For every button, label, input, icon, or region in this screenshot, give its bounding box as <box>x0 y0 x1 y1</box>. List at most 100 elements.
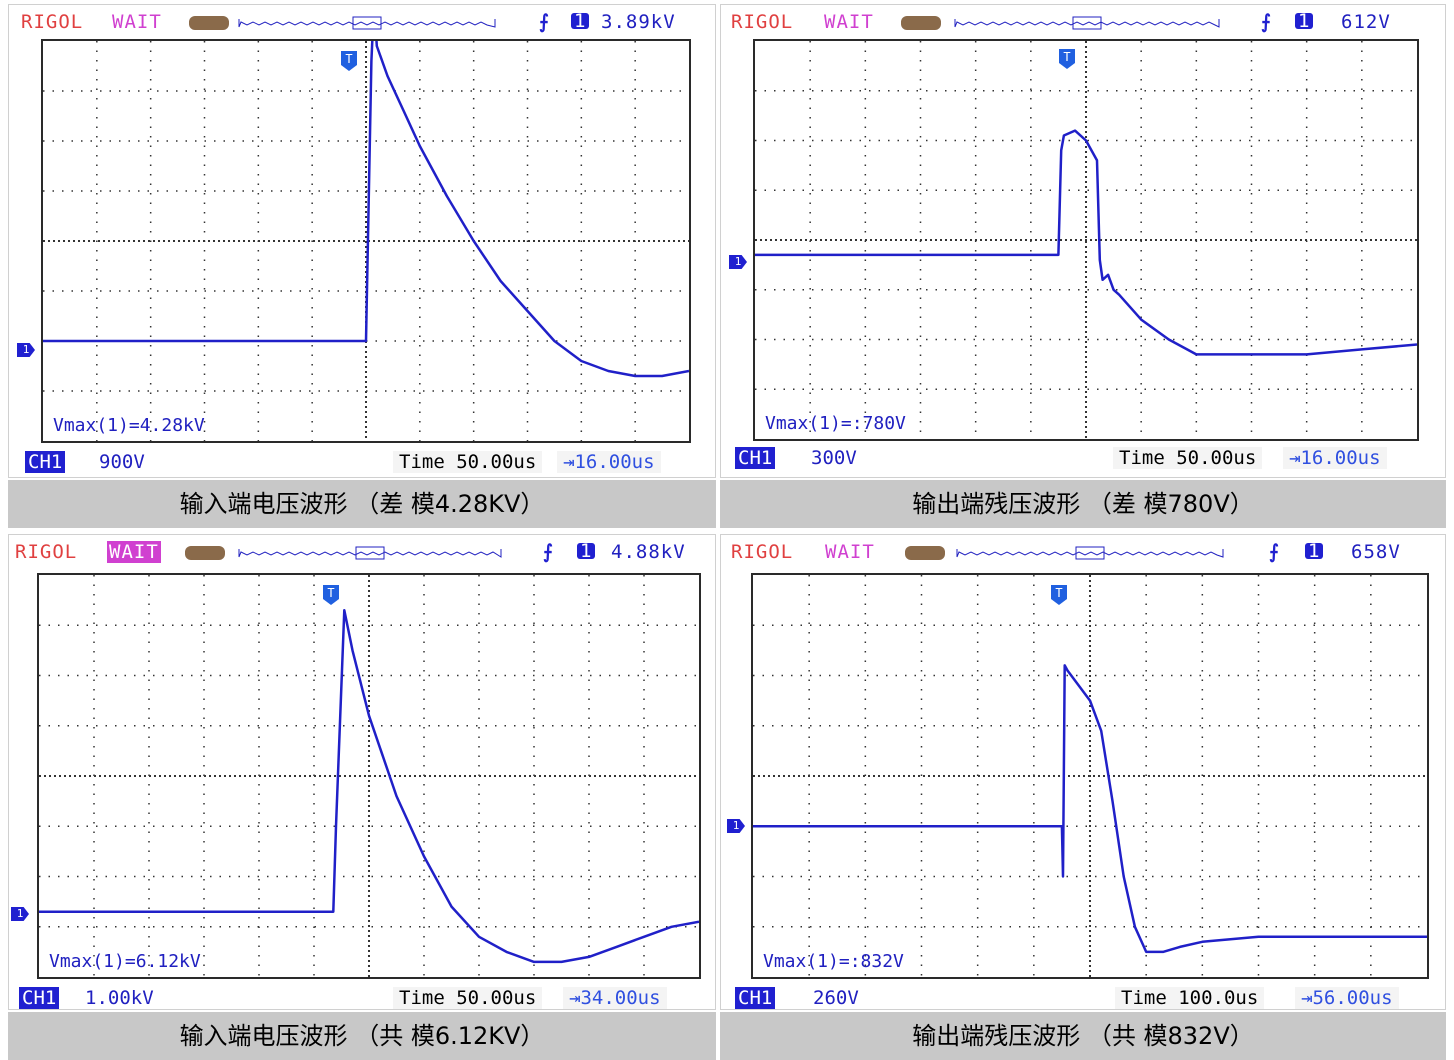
time-label: Time <box>399 451 445 473</box>
brand-label: RIGOL <box>15 541 78 563</box>
scope-panel-3: RIGOL WAIT ⨍ 1 658V Vmax(1)=:832V 1 T CH… <box>720 534 1446 1060</box>
scope-grid: Vmax(1)=6.12kV <box>37 573 701 979</box>
memory-window <box>1072 16 1102 30</box>
memory-icon <box>189 16 229 30</box>
trigger-channel-badge: 1 <box>1295 12 1314 31</box>
channel-badge: CH1 <box>735 447 776 469</box>
panel-caption: 输入端电压波形 （差 模4.28KV） <box>8 480 716 528</box>
scope-footer: CH1 300V Time 50.00us ⇥16.00us <box>721 445 1445 471</box>
status-label: WAIT <box>107 541 161 563</box>
grid-and-trace <box>39 575 699 977</box>
scope-screen: RIGOL WAIT ⨍ 1 4.88kV Vmax(1)=6.12kV 1 T… <box>8 534 716 1010</box>
status-label: WAIT <box>112 11 162 33</box>
trigger-offset: ⇥56.00us <box>1295 987 1399 1009</box>
trigger-offset: ⇥34.00us <box>563 987 667 1009</box>
trigger-offset-value: 16.00us <box>574 451 655 473</box>
scope-footer: CH1 1.00kV Time 50.00us ⇥34.00us <box>9 985 715 1011</box>
timebase-label: Time 50.00us <box>1113 447 1263 469</box>
vmax-readout: Vmax(1)=6.12kV <box>49 951 201 972</box>
status-label: WAIT <box>824 11 874 33</box>
waveform-trace <box>43 41 689 378</box>
channel-badge: CH1 <box>25 451 66 473</box>
channel-scale: 900V <box>99 451 145 473</box>
waveform-memory-icon <box>238 16 496 30</box>
channel-1-marker: 1 <box>727 819 745 833</box>
trigger-channel-badge: 1 <box>1305 542 1324 561</box>
trigger-position-icon: T <box>323 585 339 605</box>
timebase-value: 100.0us <box>1178 987 1259 1009</box>
scope-screen: RIGOL WAIT ⨍ 1 612V Vmax(1)=:780V 1 T CH… <box>720 4 1446 478</box>
panel-caption: 输入端电压波形 （共 模6.12KV） <box>8 1012 716 1060</box>
vmax-readout: Vmax(1)=:780V <box>765 413 906 434</box>
scope-panel-1: RIGOL WAIT ⨍ 1 612V Vmax(1)=:780V 1 T CH… <box>720 4 1446 530</box>
brand-label: RIGOL <box>21 11 84 33</box>
memory-icon <box>901 16 941 30</box>
time-label: Time <box>1119 447 1165 469</box>
grid-and-trace <box>755 41 1417 439</box>
waveform-memory-icon <box>954 16 1220 30</box>
trigger-edge-icon: ⨍ <box>1269 541 1280 563</box>
scope-grid: Vmax(1)=4.28kV <box>41 39 691 443</box>
waveform-trace <box>755 129 1417 356</box>
scope-footer: CH1 900V Time 50.00us ⇥16.00us <box>9 449 715 475</box>
memory-waveform <box>954 19 1220 28</box>
scope-grid: Vmax(1)=:780V <box>753 39 1419 441</box>
trigger-position-icon: T <box>341 51 357 71</box>
scope-screen: RIGOL WAIT ⨍ 1 3.89kV Vmax(1)=4.28kV 1 T… <box>8 4 716 478</box>
timebase-value: 50.00us <box>456 987 537 1009</box>
time-label: Time <box>1121 987 1167 1009</box>
memory-window <box>1075 546 1105 560</box>
panel-caption: 输出端残压波形 （差 模780V） <box>720 480 1446 528</box>
scope-header: RIGOL WAIT ⨍ 1 658V <box>721 539 1445 565</box>
waveform-memory-icon <box>956 546 1224 560</box>
trigger-position-icon: T <box>1059 49 1075 69</box>
time-label: Time <box>399 987 445 1009</box>
waveform-trace <box>39 608 699 964</box>
channel-1-marker: 1 <box>11 907 29 921</box>
timebase-label: Time 50.00us <box>393 451 543 473</box>
trigger-level: 612V <box>1341 11 1391 33</box>
trigger-edge-icon: ⨍ <box>539 11 550 33</box>
scope-grid: Vmax(1)=:832V <box>751 573 1429 979</box>
channel-1-marker: 1 <box>729 255 747 269</box>
memory-waveform <box>238 19 496 28</box>
grid-and-trace <box>43 41 689 441</box>
channel-badge: CH1 <box>735 987 776 1009</box>
trigger-level: 658V <box>1351 541 1401 563</box>
status-label: WAIT <box>825 541 875 563</box>
waveform-trace <box>753 664 1427 954</box>
channel-scale: 300V <box>811 447 857 469</box>
panel-caption: 输出端残压波形 （共 模832V） <box>720 1012 1446 1060</box>
trigger-level: 4.88kV <box>611 541 686 563</box>
scope-screen: RIGOL WAIT ⨍ 1 658V Vmax(1)=:832V 1 T CH… <box>720 534 1446 1010</box>
scope-header: RIGOL WAIT ⨍ 1 612V <box>721 9 1445 35</box>
scope-header: RIGOL WAIT ⨍ 1 3.89kV <box>9 9 715 35</box>
scope-footer: CH1 260V Time 100.0us ⇥56.00us <box>721 985 1445 1011</box>
memory-icon <box>905 546 945 560</box>
scope-panel-2: RIGOL WAIT ⨍ 1 4.88kV Vmax(1)=6.12kV 1 T… <box>8 534 716 1060</box>
trigger-offset-value: 34.00us <box>580 987 661 1009</box>
waveform-memory-icon <box>238 546 502 560</box>
channel-badge: CH1 <box>19 987 60 1009</box>
timebase-label: Time 50.00us <box>393 987 543 1009</box>
memory-waveform <box>956 549 1224 558</box>
memory-waveform <box>238 549 502 558</box>
trigger-channel-badge: 1 <box>571 12 590 31</box>
trigger-edge-icon: ⨍ <box>1261 11 1272 33</box>
timebase-value: 50.00us <box>1176 447 1257 469</box>
scope-panel-0: RIGOL WAIT ⨍ 1 3.89kV Vmax(1)=4.28kV 1 T… <box>8 4 716 530</box>
vmax-readout: Vmax(1)=:832V <box>763 951 904 972</box>
memory-window <box>352 16 382 30</box>
trigger-edge-icon: ⨍ <box>543 541 554 563</box>
trigger-position-icon: T <box>1051 585 1067 605</box>
vmax-readout: Vmax(1)=4.28kV <box>53 415 205 436</box>
trigger-offset: ⇥16.00us <box>557 451 661 473</box>
grid-and-trace <box>753 575 1427 977</box>
memory-icon <box>185 546 225 560</box>
trigger-channel-badge: 1 <box>577 542 596 561</box>
brand-label: RIGOL <box>731 11 794 33</box>
timebase-label: Time 100.0us <box>1115 987 1265 1009</box>
trigger-offset: ⇥16.00us <box>1283 447 1387 469</box>
trigger-level: 3.89kV <box>601 11 676 33</box>
channel-scale: 1.00kV <box>85 987 154 1009</box>
